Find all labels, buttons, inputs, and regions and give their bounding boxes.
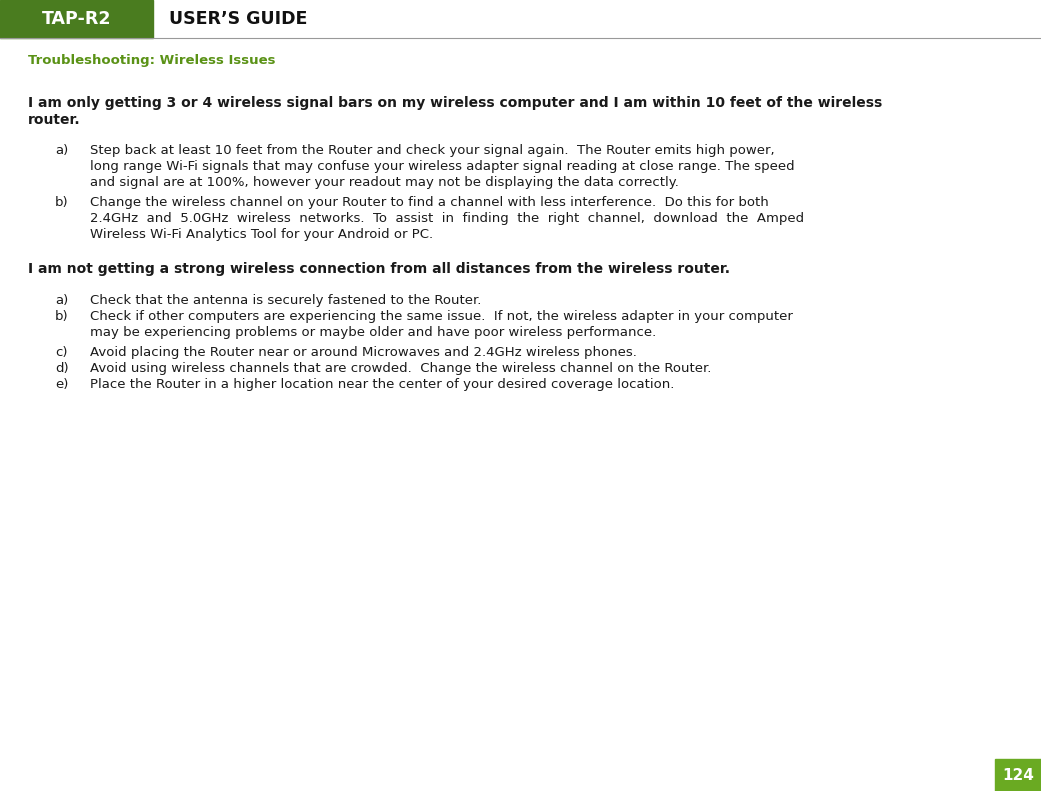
Bar [995,759,1041,791]
Text: Check that the antenna is securely fastened to the Router.: Check that the antenna is securely faste… [90,294,481,307]
Text: I am not getting a strong wireless connection from all distances from the wirele: I am not getting a strong wireless conne… [28,262,730,276]
Text: Check if other computers are experiencing the same issue.  If not, the wireless : Check if other computers are experiencin… [90,310,793,323]
Text: c): c) [55,346,68,359]
Text: a): a) [55,294,69,307]
Text: long range Wi-Fi signals that may confuse your wireless adapter signal reading a: long range Wi-Fi signals that may confus… [90,160,794,173]
Text: Change the wireless channel on your Router to find a channel with less interfere: Change the wireless channel on your Rout… [90,196,768,209]
Text: Avoid using wireless channels that are crowded.  Change the wireless channel on : Avoid using wireless channels that are c… [90,362,711,375]
Text: a): a) [55,144,69,157]
Text: and signal are at 100%, however your readout may not be displaying the data corr: and signal are at 100%, however your rea… [90,176,679,189]
Text: TAP-R2: TAP-R2 [42,10,111,28]
Text: d): d) [55,362,69,375]
Text: USER’S GUIDE: USER’S GUIDE [169,10,307,28]
Text: I am only getting 3 or 4 wireless signal bars on my wireless computer and I am w: I am only getting 3 or 4 wireless signal… [28,96,883,110]
Text: may be experiencing problems or maybe older and have poor wireless performance.: may be experiencing problems or maybe ol… [90,326,656,339]
Text: router.: router. [28,113,80,127]
Text: e): e) [55,378,69,391]
Bar [0,0,153,38]
Text: 124: 124 [1002,767,1034,782]
Text: Place the Router in a higher location near the center of your desired coverage l: Place the Router in a higher location ne… [90,378,675,391]
Text: Step back at least 10 feet from the Router and check your signal again.  The Rou: Step back at least 10 feet from the Rout… [90,144,775,157]
Text: Avoid placing the Router near or around Microwaves and 2.4GHz wireless phones.: Avoid placing the Router near or around … [90,346,637,359]
Text: Troubleshooting: Wireless Issues: Troubleshooting: Wireless Issues [28,54,276,67]
Text: b): b) [55,196,69,209]
Text: 2.4GHz  and  5.0GHz  wireless  networks.  To  assist  in  finding  the  right  c: 2.4GHz and 5.0GHz wireless networks. To … [90,212,804,225]
Text: Wireless Wi-Fi Analytics Tool for your Android or PC.: Wireless Wi-Fi Analytics Tool for your A… [90,228,433,241]
Text: b): b) [55,310,69,323]
